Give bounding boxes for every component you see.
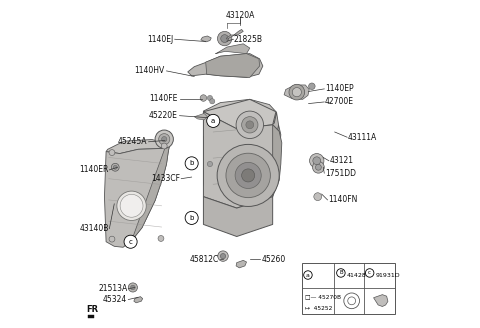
Polygon shape (201, 36, 211, 42)
Circle shape (218, 251, 228, 261)
Circle shape (246, 121, 254, 129)
Circle shape (344, 293, 360, 309)
Polygon shape (204, 99, 276, 130)
Circle shape (365, 269, 374, 277)
Text: 42700E: 42700E (325, 97, 354, 107)
Polygon shape (273, 125, 282, 197)
Text: 1140ER: 1140ER (79, 165, 108, 174)
Polygon shape (204, 112, 279, 208)
Circle shape (336, 269, 345, 277)
Circle shape (236, 111, 264, 138)
Circle shape (220, 254, 226, 259)
Text: b: b (190, 215, 194, 221)
Text: B: B (339, 271, 343, 276)
Text: 45245A: 45245A (118, 137, 147, 146)
Polygon shape (134, 297, 143, 303)
Circle shape (217, 144, 279, 206)
Circle shape (241, 169, 255, 182)
Polygon shape (204, 111, 278, 184)
Circle shape (241, 117, 258, 133)
Circle shape (207, 114, 220, 127)
Polygon shape (373, 295, 388, 306)
Circle shape (109, 150, 115, 155)
Text: 21825B: 21825B (233, 35, 263, 44)
Circle shape (221, 35, 228, 43)
Polygon shape (204, 125, 281, 203)
Text: a: a (306, 273, 310, 277)
Text: 1140EP: 1140EP (325, 84, 354, 93)
Circle shape (111, 163, 119, 171)
Text: b: b (190, 160, 194, 166)
Text: c: c (129, 239, 132, 245)
Text: 91931D: 91931D (375, 273, 400, 277)
Circle shape (131, 285, 135, 290)
Polygon shape (188, 53, 263, 77)
Text: c: c (368, 271, 371, 276)
Circle shape (292, 88, 301, 97)
Polygon shape (284, 85, 309, 99)
Polygon shape (204, 99, 276, 129)
Text: 43140B: 43140B (79, 224, 108, 233)
Circle shape (207, 95, 213, 101)
Circle shape (158, 236, 164, 241)
Polygon shape (88, 315, 94, 318)
Text: 1140FN: 1140FN (328, 195, 358, 204)
Circle shape (312, 161, 324, 173)
Circle shape (185, 211, 198, 224)
Circle shape (210, 99, 215, 104)
Circle shape (185, 157, 198, 170)
Text: 45260: 45260 (261, 255, 286, 264)
Circle shape (109, 236, 115, 242)
Circle shape (315, 164, 321, 170)
Text: 1751DD: 1751DD (325, 169, 356, 178)
Polygon shape (216, 44, 250, 53)
Text: ↦  45252: ↦ 45252 (305, 306, 332, 311)
Text: 41428: 41428 (347, 273, 367, 277)
Text: 43121: 43121 (330, 156, 354, 165)
FancyBboxPatch shape (302, 263, 395, 314)
Polygon shape (226, 30, 243, 39)
Text: 45324: 45324 (103, 295, 127, 304)
Circle shape (128, 283, 137, 292)
Circle shape (226, 153, 270, 198)
Text: 1140FE: 1140FE (150, 94, 178, 103)
Circle shape (313, 157, 321, 165)
Text: 45812C: 45812C (190, 255, 219, 264)
Circle shape (124, 235, 137, 248)
Text: a: a (211, 118, 216, 124)
Circle shape (309, 83, 315, 90)
Text: 45220E: 45220E (149, 111, 178, 120)
Circle shape (113, 165, 117, 169)
Circle shape (304, 271, 312, 279)
Polygon shape (194, 113, 207, 120)
Circle shape (207, 161, 213, 167)
Circle shape (120, 195, 143, 217)
Text: 1433CF: 1433CF (152, 174, 180, 183)
Text: 21513A: 21513A (98, 284, 127, 293)
Polygon shape (206, 53, 260, 77)
Circle shape (155, 130, 173, 148)
Circle shape (117, 191, 146, 220)
Circle shape (217, 31, 232, 46)
Text: □— 45270B: □— 45270B (305, 294, 341, 299)
Polygon shape (236, 260, 247, 268)
Text: 43111A: 43111A (348, 133, 377, 142)
Polygon shape (204, 197, 273, 236)
Circle shape (162, 136, 167, 142)
Text: 1140HV: 1140HV (134, 66, 165, 75)
Circle shape (161, 143, 167, 149)
Circle shape (200, 95, 207, 101)
Circle shape (159, 133, 170, 145)
Circle shape (235, 162, 261, 189)
Circle shape (314, 193, 322, 201)
Text: FR: FR (86, 305, 98, 314)
Text: 43120A: 43120A (225, 11, 255, 20)
Polygon shape (106, 139, 170, 154)
Text: 1140EJ: 1140EJ (147, 35, 173, 44)
Circle shape (310, 154, 324, 168)
Polygon shape (105, 144, 170, 247)
Polygon shape (132, 144, 170, 241)
Circle shape (289, 84, 305, 100)
Circle shape (348, 297, 356, 305)
